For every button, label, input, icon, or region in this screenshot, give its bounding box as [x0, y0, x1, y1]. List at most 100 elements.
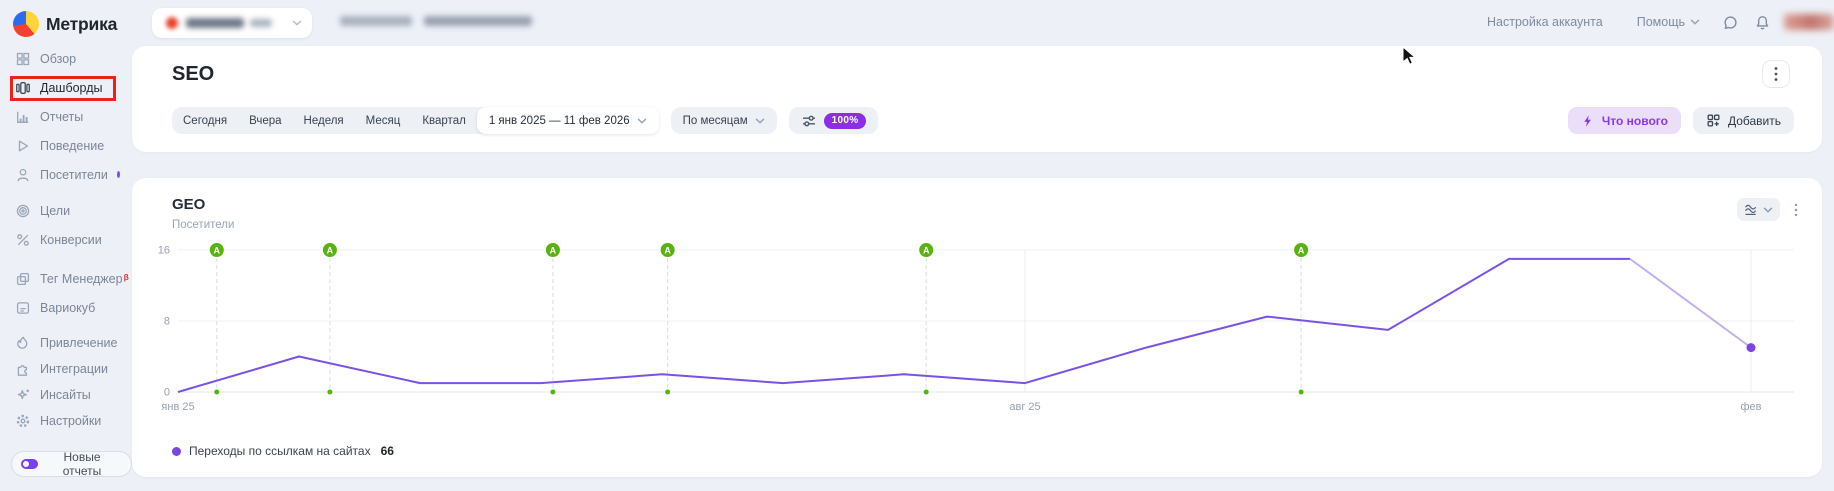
logo-text: Метрика [46, 13, 118, 34]
notifications-bell-icon[interactable] [1754, 14, 1771, 31]
sidebar-item-label: Интеграции [40, 362, 109, 376]
sidebar-item-label: Поведение [40, 138, 105, 153]
sidebar: Метрика Обзор Дашборды Отчеты Поведение … [0, 0, 132, 491]
add-grid-icon [1707, 114, 1720, 127]
widget-menu-button[interactable] [1786, 200, 1806, 220]
sidebar-item-label: Тег Менеджерβ [40, 271, 129, 286]
legend-label: Переходы по ссылкам на сайтах [189, 444, 371, 458]
line-chart-icon [1745, 204, 1757, 215]
chart-type-select[interactable] [1737, 198, 1780, 221]
svg-text:A: A [327, 246, 334, 256]
svg-text:0: 0 [164, 387, 170, 399]
sidebar-item-reports[interactable]: Отчеты [0, 102, 132, 131]
sliders-icon [802, 115, 815, 126]
grid-icon [16, 52, 30, 65]
counter-favicon-redacted [166, 17, 178, 29]
bar-chart-icon [17, 111, 29, 123]
new-reports-button[interactable]: Новые отчеты [11, 450, 132, 478]
date-preset-group: Сегодня Вчера Неделя Месяц Квартал 1 янв… [172, 107, 659, 134]
page-title: SEO [172, 63, 215, 85]
sidebar-item-overview[interactable]: Обзор [0, 44, 132, 73]
legend-dot [172, 446, 181, 456]
svg-text:янв 25: янв 25 [161, 401, 194, 413]
sidebar-item-dashboards[interactable]: Дашборды [0, 73, 132, 102]
sidebar-item-label: Конверсии [40, 232, 102, 247]
counter-tab-inactive[interactable] [340, 16, 532, 26]
redacted-text [250, 19, 272, 27]
counter-tab-active[interactable] [152, 8, 312, 38]
legend-value: 66 [380, 444, 394, 458]
logo[interactable]: Метрика [13, 11, 117, 37]
sidebar-item-label: Обзор [40, 51, 77, 66]
sidebar-nav-main: Обзор Дашборды Отчеты Поведение Посетите… [0, 44, 132, 189]
user-icon [17, 168, 29, 181]
chevron-down-icon [1763, 207, 1773, 213]
filter-row: Сегодня Вчера Неделя Месяц Квартал 1 янв… [172, 107, 1794, 134]
chat-icon[interactable] [1722, 14, 1739, 31]
variocube-icon [16, 301, 30, 314]
metrica-logo-icon [13, 11, 39, 37]
beta-badge: β [123, 271, 129, 282]
sidebar-item-settings[interactable]: Настройки [0, 408, 132, 434]
svg-text:A: A [664, 246, 671, 256]
svg-text:8: 8 [164, 316, 170, 328]
whats-new-button[interactable]: Что нового [1567, 107, 1681, 134]
toggle-icon [21, 459, 38, 469]
svg-text:A: A [550, 246, 557, 256]
kebab-menu-icon [1794, 203, 1798, 217]
user-account-redacted[interactable] [1784, 14, 1834, 30]
sidebar-item-behavior[interactable]: Поведение [0, 131, 132, 160]
sidebar-nav-misc: Привлечение Интеграции Инсайты Настройки [0, 330, 132, 434]
redacted-text [186, 18, 244, 28]
topbar-right: Настройка аккаунта Помощь [1487, 0, 1834, 44]
chart-legend[interactable]: Переходы по ссылкам на сайтах 66 [172, 444, 394, 458]
svg-text:A: A [214, 246, 221, 256]
sidebar-item-tag-manager[interactable]: Тег Менеджерβ [0, 264, 132, 293]
dashboards-icon [16, 81, 30, 94]
notification-dot [116, 171, 120, 178]
widget-title: GEO [172, 196, 206, 213]
preset-month-button[interactable]: Месяц [355, 107, 412, 134]
target-icon [16, 204, 30, 217]
lightning-icon [1584, 114, 1591, 127]
svg-text:фев: фев [1740, 401, 1761, 413]
play-icon [18, 140, 29, 151]
sidebar-item-insights[interactable]: Инсайты [0, 382, 132, 408]
grouping-select[interactable]: По месяцам [670, 107, 777, 134]
chevron-down-icon [637, 118, 646, 124]
redacted-text [340, 16, 412, 26]
svg-text:16: 16 [158, 245, 170, 257]
new-reports-label: Новые отчеты [62, 450, 102, 478]
sidebar-item-label: Цели [40, 203, 71, 218]
preset-week-button[interactable]: Неделя [293, 107, 355, 134]
account-settings-link[interactable]: Настройка аккаунта [1487, 15, 1603, 29]
flame-icon [17, 336, 28, 349]
sidebar-item-goals[interactable]: Цели [0, 196, 132, 225]
help-link[interactable]: Помощь [1637, 15, 1700, 29]
sidebar-item-label: Посетители [40, 167, 108, 182]
svg-text:A: A [1298, 246, 1305, 256]
dashboard-menu-button[interactable] [1762, 60, 1790, 88]
sidebar-item-label: Дашборды [40, 80, 103, 95]
seo-dashboard-card: SEO Сегодня Вчера Неделя Месяц Квартал 1… [132, 46, 1822, 152]
gear-icon [16, 414, 30, 428]
preset-today-button[interactable]: Сегодня [172, 107, 238, 134]
sidebar-item-visitors[interactable]: Посетители [0, 160, 132, 189]
sidebar-item-conversions[interactable]: Конверсии [0, 225, 132, 254]
percent-icon [17, 233, 29, 246]
sidebar-item-acquisition[interactable]: Привлечение [0, 330, 132, 356]
date-range-button[interactable]: 1 янв 2025 — 11 фев 2026 [476, 107, 659, 134]
chevron-down-icon [292, 20, 302, 26]
add-widget-button[interactable]: Добавить [1692, 107, 1794, 134]
sidebar-item-variocube[interactable]: Вариокуб [0, 293, 132, 322]
preset-yesterday-button[interactable]: Вчера [238, 107, 292, 134]
chevron-down-icon [1690, 19, 1700, 25]
svg-text:A: A [923, 246, 930, 256]
sidebar-item-integrations[interactable]: Интеграции [0, 356, 132, 382]
sampling-button[interactable]: 100% [788, 107, 879, 134]
tag-manager-icon [16, 272, 30, 285]
sidebar-item-label: Инсайты [40, 388, 91, 402]
preset-quarter-button[interactable]: Квартал [411, 107, 476, 134]
